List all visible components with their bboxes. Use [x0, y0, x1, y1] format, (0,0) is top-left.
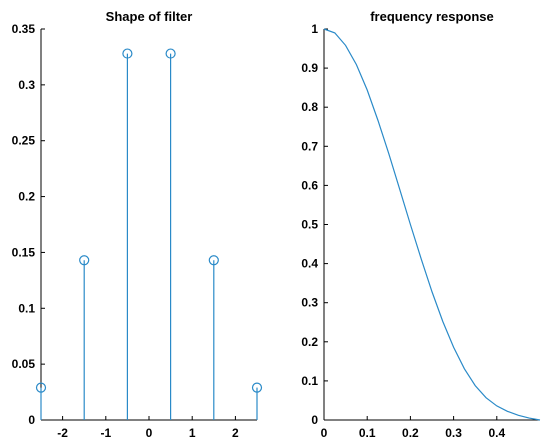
response-curve [323, 28, 541, 421]
chart-title: Shape of filter [106, 9, 193, 24]
x-tick-label: 0 [146, 426, 153, 440]
y-tick-label: 0 [311, 413, 318, 427]
filter-shape-panel: Shape of filter 0 0.05 0.1 0.15 0.2 0.25 0.3 0.3… [12, 9, 263, 440]
x-tick-label: 1 [189, 426, 196, 440]
x-tick-label: 0.4 [488, 426, 505, 440]
y-tick-label: 0.1 [18, 301, 35, 315]
stem-marker [35, 382, 47, 393]
y-tick-label: 1 [311, 22, 318, 36]
y-tick-label: 0.7 [301, 139, 318, 153]
frequency-response-panel: frequency response 0 0.1 0.2 0.3 0.4 0.5 0.6 0.7… [301, 9, 541, 440]
y-tick-label: 0 [28, 413, 35, 427]
stem-marker [251, 382, 263, 393]
x-tick-label: 0.1 [359, 426, 376, 440]
x-tick-label: -1 [100, 426, 111, 440]
x-tick-label: -2 [57, 426, 68, 440]
y-tick-label: 0.6 [301, 178, 318, 192]
stem-marker [79, 255, 90, 266]
stem-marker [165, 48, 176, 59]
y-tick-label: 0.2 [18, 190, 35, 204]
y-tick-label: 0.3 [301, 296, 318, 310]
y-tick-label: 0.9 [301, 61, 318, 75]
y-tick-label: 0.35 [12, 22, 36, 36]
y-tick-label: 0.3 [18, 78, 35, 92]
y-tick-label: 0.1 [301, 374, 318, 388]
x-tick-label: 0 [321, 426, 328, 440]
y-tick-label: 0.05 [12, 357, 36, 371]
x-tick-label: 0.2 [402, 426, 419, 440]
y-tick-label: 0.2 [301, 335, 318, 349]
y-tick-label: 0.8 [301, 100, 318, 114]
x-tick-label: 2 [232, 426, 239, 440]
y-tick-label: 0.15 [12, 245, 36, 259]
x-tick-label: 0.3 [445, 426, 462, 440]
y-tick-label: 0.25 [12, 134, 36, 148]
stem-marker [122, 48, 133, 59]
chart-title: frequency response [370, 9, 494, 24]
stem-marker [208, 255, 219, 266]
y-tick-label: 0.5 [301, 218, 318, 232]
y-tick-label: 0.4 [301, 257, 318, 271]
